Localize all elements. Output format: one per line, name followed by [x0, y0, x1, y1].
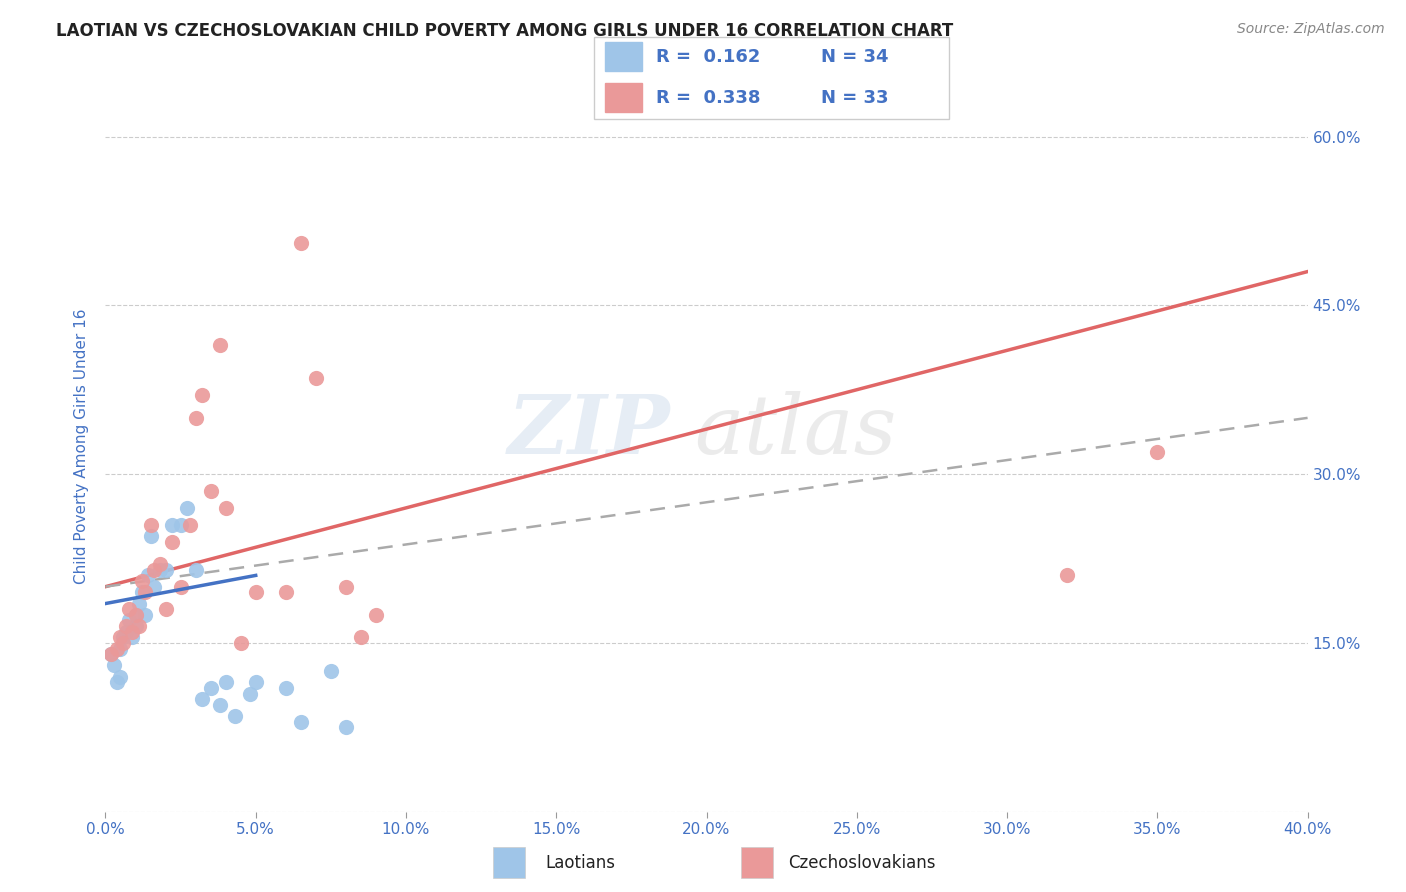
Bar	[605, 43, 641, 71]
Text: R =  0.338: R = 0.338	[657, 88, 761, 106]
Point	[190, 692, 212, 706]
Point	[274, 585, 297, 599]
Point	[139, 517, 162, 532]
Point	[136, 568, 159, 582]
Point	[128, 597, 150, 611]
Point	[112, 630, 135, 644]
Point	[184, 410, 207, 425]
Bar	[605, 83, 641, 112]
Text: Czechoslovakians: Czechoslovakians	[787, 854, 935, 871]
Point	[110, 641, 132, 656]
Point	[142, 580, 165, 594]
Bar	[492, 847, 526, 878]
Text: ZIP: ZIP	[508, 392, 671, 471]
Point	[335, 720, 357, 734]
Text: N = 33: N = 33	[821, 88, 889, 106]
Point	[319, 664, 342, 678]
Point	[110, 670, 132, 684]
Point	[131, 574, 153, 588]
Point	[305, 371, 328, 385]
Point	[1146, 444, 1168, 458]
Point	[110, 630, 132, 644]
Point	[118, 602, 141, 616]
Point	[115, 619, 138, 633]
Point	[169, 580, 191, 594]
Text: Source: ZipAtlas.com: Source: ZipAtlas.com	[1237, 22, 1385, 37]
Point	[103, 658, 125, 673]
Point	[274, 681, 297, 695]
Point	[169, 517, 191, 532]
Point	[131, 585, 153, 599]
Point	[118, 614, 141, 628]
Point	[100, 647, 122, 661]
Point	[245, 585, 267, 599]
Point	[190, 388, 212, 402]
Point	[214, 500, 236, 515]
Point	[139, 529, 162, 543]
Point	[335, 580, 357, 594]
Point	[107, 675, 129, 690]
Point	[224, 709, 246, 723]
Point	[107, 641, 129, 656]
Point	[176, 500, 198, 515]
Point	[100, 647, 122, 661]
Point	[1056, 568, 1078, 582]
Point	[134, 607, 156, 622]
Text: Laotians: Laotians	[546, 854, 616, 871]
Point	[121, 630, 143, 644]
FancyBboxPatch shape	[595, 37, 949, 119]
Text: R =  0.162: R = 0.162	[657, 48, 761, 66]
Point	[290, 236, 312, 251]
Point	[214, 675, 236, 690]
Point	[179, 517, 201, 532]
Point	[142, 563, 165, 577]
Point	[160, 534, 183, 549]
Bar	[741, 847, 773, 878]
Y-axis label: Child Poverty Among Girls Under 16: Child Poverty Among Girls Under 16	[75, 309, 90, 583]
Point	[200, 483, 222, 498]
Point	[124, 607, 146, 622]
Point	[134, 585, 156, 599]
Text: N = 34: N = 34	[821, 48, 889, 66]
Point	[290, 714, 312, 729]
Point	[208, 698, 231, 712]
Point	[364, 607, 387, 622]
Point	[229, 636, 252, 650]
Point	[155, 602, 177, 616]
Point	[124, 619, 146, 633]
Point	[128, 619, 150, 633]
Point	[200, 681, 222, 695]
Point	[208, 337, 231, 351]
Point	[115, 624, 138, 639]
Point	[121, 624, 143, 639]
Point	[148, 557, 170, 571]
Point	[184, 563, 207, 577]
Text: atlas: atlas	[695, 392, 897, 471]
Point	[112, 636, 135, 650]
Point	[350, 630, 373, 644]
Point	[239, 687, 262, 701]
Text: LAOTIAN VS CZECHOSLOVAKIAN CHILD POVERTY AMONG GIRLS UNDER 16 CORRELATION CHART: LAOTIAN VS CZECHOSLOVAKIAN CHILD POVERTY…	[56, 22, 953, 40]
Point	[155, 563, 177, 577]
Point	[148, 563, 170, 577]
Point	[160, 517, 183, 532]
Point	[245, 675, 267, 690]
Point	[124, 607, 146, 622]
